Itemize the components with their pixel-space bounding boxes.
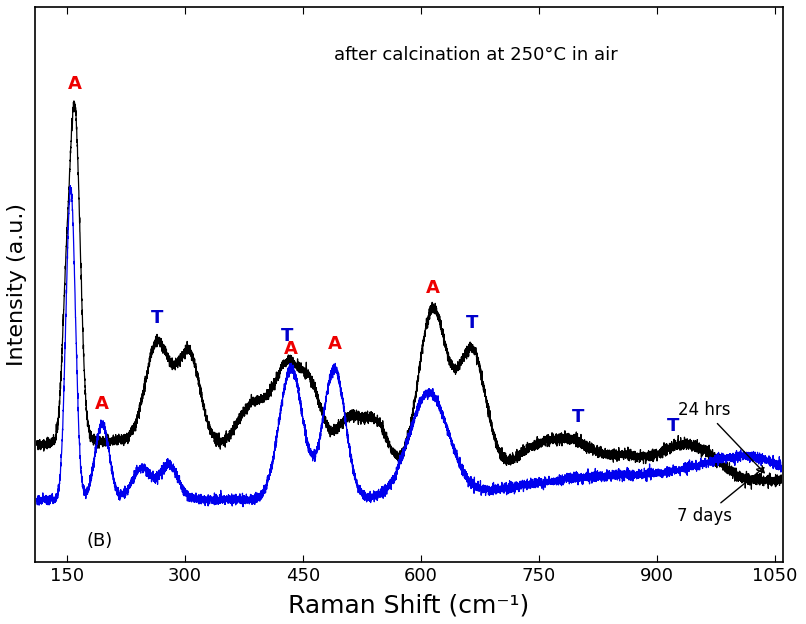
Text: A: A — [426, 278, 439, 296]
Text: T: T — [466, 314, 478, 332]
Text: T: T — [151, 308, 164, 326]
Text: (B): (B) — [86, 532, 113, 550]
Text: A: A — [68, 75, 81, 93]
Text: T: T — [667, 417, 679, 436]
Text: A: A — [95, 394, 109, 412]
Y-axis label: Intensity (a.u.): Intensity (a.u.) — [7, 203, 27, 366]
Text: after calcination at 250°C in air: after calcination at 250°C in air — [334, 46, 618, 64]
Text: T: T — [572, 409, 584, 426]
Text: T: T — [281, 327, 293, 345]
Text: A: A — [285, 340, 298, 358]
Text: A: A — [327, 335, 341, 353]
X-axis label: Raman Shift (cm⁻¹): Raman Shift (cm⁻¹) — [289, 593, 530, 617]
Text: 7 days: 7 days — [677, 467, 764, 525]
Text: 24 hrs: 24 hrs — [678, 401, 764, 473]
